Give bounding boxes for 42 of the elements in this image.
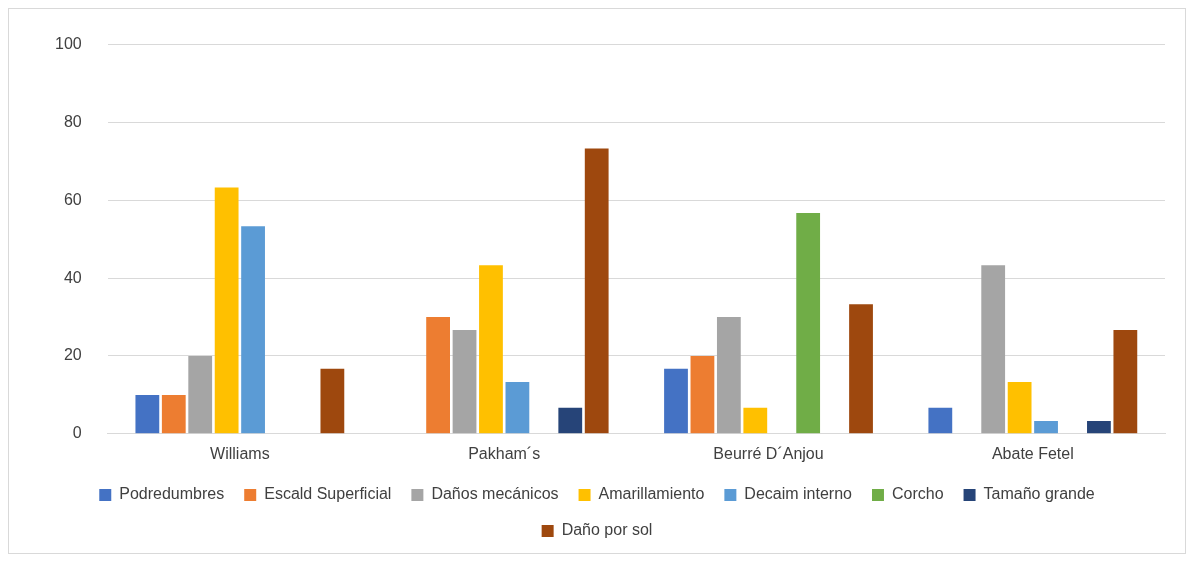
bar	[241, 226, 265, 434]
bar	[849, 304, 873, 434]
legend-label: Daños mecánicos	[431, 485, 559, 503]
bar	[320, 368, 345, 434]
x-tick-label: Abate Fetel	[991, 444, 1074, 462]
legend-label: Corcho	[891, 485, 944, 503]
bar	[1034, 420, 1058, 434]
bar	[664, 368, 688, 434]
x-tick-label: Williams	[210, 444, 270, 462]
legend-label: Daño por sol	[561, 521, 653, 539]
bar	[426, 317, 450, 434]
bar	[214, 187, 239, 434]
y-tick-label: 80	[63, 112, 82, 130]
x-tick-label: Beurré D´Anjou	[713, 444, 824, 462]
bar	[161, 394, 186, 434]
bar	[928, 407, 953, 434]
y-tick-label: 40	[63, 268, 82, 286]
bar	[981, 265, 1006, 434]
bar	[743, 407, 768, 434]
x-tick-label: Pakham´s	[468, 444, 541, 462]
legend-label: Decaim interno	[744, 485, 853, 503]
bar	[452, 329, 477, 434]
bar	[135, 394, 160, 434]
y-tick-label: 0	[72, 424, 82, 442]
bar	[1113, 329, 1138, 434]
y-tick-label: 20	[63, 346, 82, 364]
legend-label: Amarillamiento	[598, 485, 705, 503]
bar	[716, 317, 741, 434]
legend-label: Tamaño grande	[983, 485, 1095, 503]
bar	[1087, 420, 1111, 434]
bar	[188, 355, 213, 434]
bar	[1007, 382, 1032, 434]
bar	[505, 382, 530, 434]
bar	[558, 407, 583, 434]
legend-label: Podredumbres	[119, 485, 225, 503]
bar	[796, 213, 821, 434]
bar	[479, 265, 503, 434]
y-tick-label: 100	[54, 35, 82, 53]
y-tick-label: 60	[63, 190, 82, 208]
legend-label: Escald Superficial	[264, 485, 392, 503]
bar	[690, 355, 715, 434]
bar	[584, 148, 609, 434]
